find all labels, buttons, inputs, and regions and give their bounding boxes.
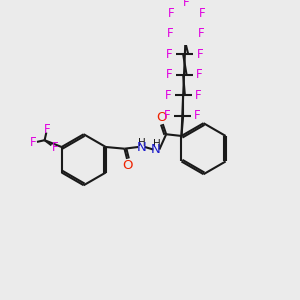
Text: H: H [153, 140, 161, 149]
Text: F: F [165, 68, 172, 81]
Text: F: F [165, 88, 171, 102]
Text: H: H [139, 138, 146, 148]
Text: O: O [123, 159, 133, 172]
Text: F: F [29, 136, 36, 149]
Text: F: F [194, 109, 201, 122]
Text: F: F [166, 48, 173, 61]
Text: F: F [195, 88, 202, 102]
Text: F: F [167, 27, 174, 40]
Text: F: F [199, 7, 205, 20]
Text: N: N [151, 143, 161, 156]
Text: F: F [168, 7, 175, 20]
Text: F: F [196, 68, 202, 81]
Text: F: F [183, 0, 190, 9]
Text: F: F [198, 27, 204, 40]
Text: N: N [136, 141, 146, 154]
Text: F: F [197, 48, 203, 61]
Text: F: F [44, 123, 50, 136]
Text: F: F [52, 141, 58, 154]
Text: F: F [164, 109, 170, 122]
Text: O: O [156, 111, 166, 124]
